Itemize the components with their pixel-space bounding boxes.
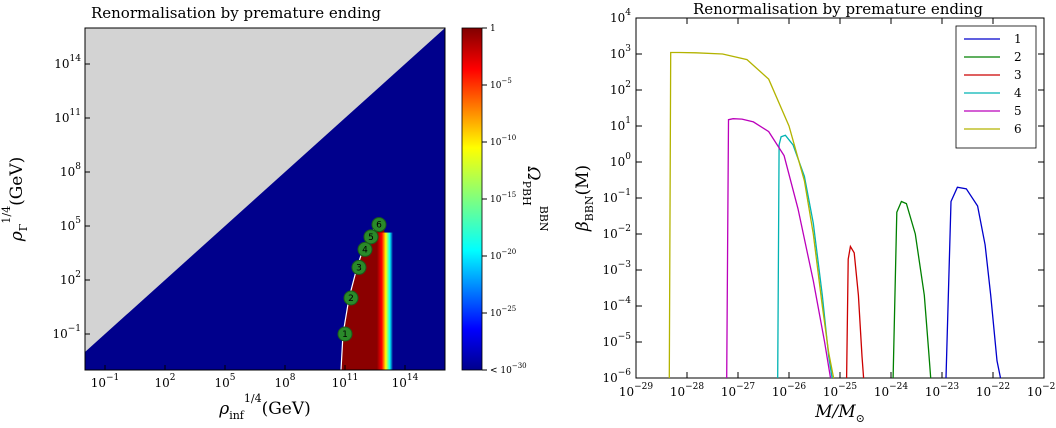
heatmap-marker (343, 290, 359, 306)
colorbar-tick-label: < 10−30 (490, 362, 527, 376)
legend-label: 5 (1014, 104, 1022, 118)
heatmap-y-tick-label: 105 (60, 216, 81, 233)
heatmap-marker-label: 6 (376, 221, 382, 231)
colorbar-tick-label: 10−5 (490, 77, 512, 91)
legend-label: 1 (1014, 32, 1022, 46)
colorbar-tick-label: 10−25 (490, 305, 516, 319)
heatmap-y-tick-label: 1014 (54, 54, 81, 71)
excluded-region (85, 28, 445, 352)
line-x-tick-label: 10−28 (670, 382, 705, 399)
heatmap-marker-label: 3 (356, 263, 362, 273)
line-y-tick-label: 10−4 (602, 296, 631, 313)
line-y-ticks: 10−6 10−5 10−4 10−3 10−2 10−1 100 101 102 103 104 (602, 8, 1044, 385)
line-title: Renormalisation by premature ending (693, 0, 983, 18)
heatmap-marker-label: 1 (342, 330, 348, 340)
line-x-tick-label: 10−25 (823, 382, 858, 399)
heatmap-y-tick-label: 10−1 (52, 324, 81, 341)
heatmap-title: Renormalisation by premature ending (91, 4, 381, 22)
line-x-tick-label: 10−27 (721, 382, 756, 399)
line-y-tick-label: 100 (610, 152, 631, 169)
colorbar-label: ΩPBHBBN (520, 166, 550, 232)
heatmap-y-ticks: 10−1 102 105 108 1011 1014 (52, 54, 90, 341)
heatmap-marker (363, 229, 379, 245)
line-x-label: M/M⊙ (814, 402, 865, 425)
line-y-label: βBBN(M) (573, 165, 596, 232)
colorbar: 1 10−5 10−10 10−15 10−20 10−25 < 10−30 ΩPBHBBN (461, 24, 550, 376)
legend-label: 6 (1014, 122, 1022, 136)
heatmap-x-tick-label: 108 (274, 373, 295, 390)
heatmap-frame (84, 27, 446, 371)
heatmap-plot-area (85, 28, 445, 371)
heatmap-marker (337, 326, 353, 342)
series-line-6 (668, 51, 835, 379)
heatmap-x-tick-label: 10−1 (91, 373, 120, 390)
legend-label: 3 (1014, 68, 1022, 82)
line-x-tick-label: 10−24 (874, 382, 909, 399)
colorbar-tick-label: 10−15 (490, 191, 516, 205)
heatmap-x-tick-label: 1011 (332, 373, 359, 390)
line-x-tick-label: 10−23 (925, 382, 960, 399)
line-x-ticks: 10−29 10−28 10−27 10−26 10−25 10−24 10−23 10−22… (619, 18, 1056, 399)
series-line-3 (845, 244, 865, 379)
legend-label: 2 (1014, 50, 1022, 64)
line-y-tick-label: 10−3 (602, 260, 631, 277)
line-series-group (668, 51, 1002, 379)
heatmap-marker (371, 217, 387, 233)
series-line-2 (892, 200, 932, 379)
colorbar-gradient (461, 27, 483, 371)
heatmap-x-ticks: 10−1 102 105 108 1011 1014 (91, 365, 419, 390)
line-y-tick-label: 10−6 (602, 368, 631, 385)
heatmap-marker-label: 5 (368, 233, 374, 243)
pbh-region-edge (376, 232, 393, 370)
line-y-tick-label: 104 (610, 8, 631, 25)
heatmap-y-tick-label: 108 (60, 162, 81, 179)
heatmap-marker (351, 259, 367, 275)
heatmap-y-label: ρΓ1/4(GeV) (0, 157, 30, 243)
line-y-tick-label: 10−5 (602, 332, 631, 349)
heatmap-x-label: ρinf1/4(GeV) (218, 392, 311, 422)
colorbar-ticks: 1 10−5 10−10 10−15 10−20 10−25 < 10−30 (482, 24, 527, 376)
colorbar-tick-label: 1 (490, 24, 496, 34)
line-y-tick-label: 103 (610, 44, 631, 61)
heatmap-y-tick-label: 1011 (54, 108, 81, 125)
series-line-5 (726, 118, 832, 379)
line-y-tick-label: 101 (610, 116, 631, 133)
series-line-1 (945, 186, 1002, 379)
legend-box (955, 25, 1037, 149)
line-x-tick-label: 10−29 (619, 382, 654, 399)
heatmap-y-tick-label: 102 (60, 270, 81, 287)
line-y-tick-label: 102 (610, 80, 631, 97)
colorbar-tick-label: 10−20 (490, 248, 516, 262)
heatmap-marker-label: 2 (348, 294, 354, 304)
heatmap-x-tick-label: 1014 (392, 373, 419, 390)
line-x-tick-label: 10−26 (772, 382, 807, 399)
heatmap-marker-label: 4 (362, 245, 368, 255)
heatmap-panel: Renormalisation by premature ending 10−1… (0, 4, 446, 422)
line-y-tick-label: 10−1 (602, 188, 631, 205)
heatmap-x-tick-label: 102 (154, 373, 175, 390)
line-panel: Renormalisation by premature ending 10−2… (573, 0, 1056, 425)
line-y-tick-label: 10−2 (602, 224, 631, 241)
line-x-tick-label: 10−22 (976, 382, 1010, 399)
heatmap-x-tick-label: 105 (214, 373, 235, 390)
colorbar-tick-label: 10−10 (490, 134, 516, 148)
heatmap-marker (357, 241, 373, 257)
line-x-tick-label: 10−21 (1027, 382, 1056, 399)
line-legend: 1 2 3 4 5 6 (955, 25, 1037, 149)
legend-label: 4 (1014, 86, 1022, 100)
